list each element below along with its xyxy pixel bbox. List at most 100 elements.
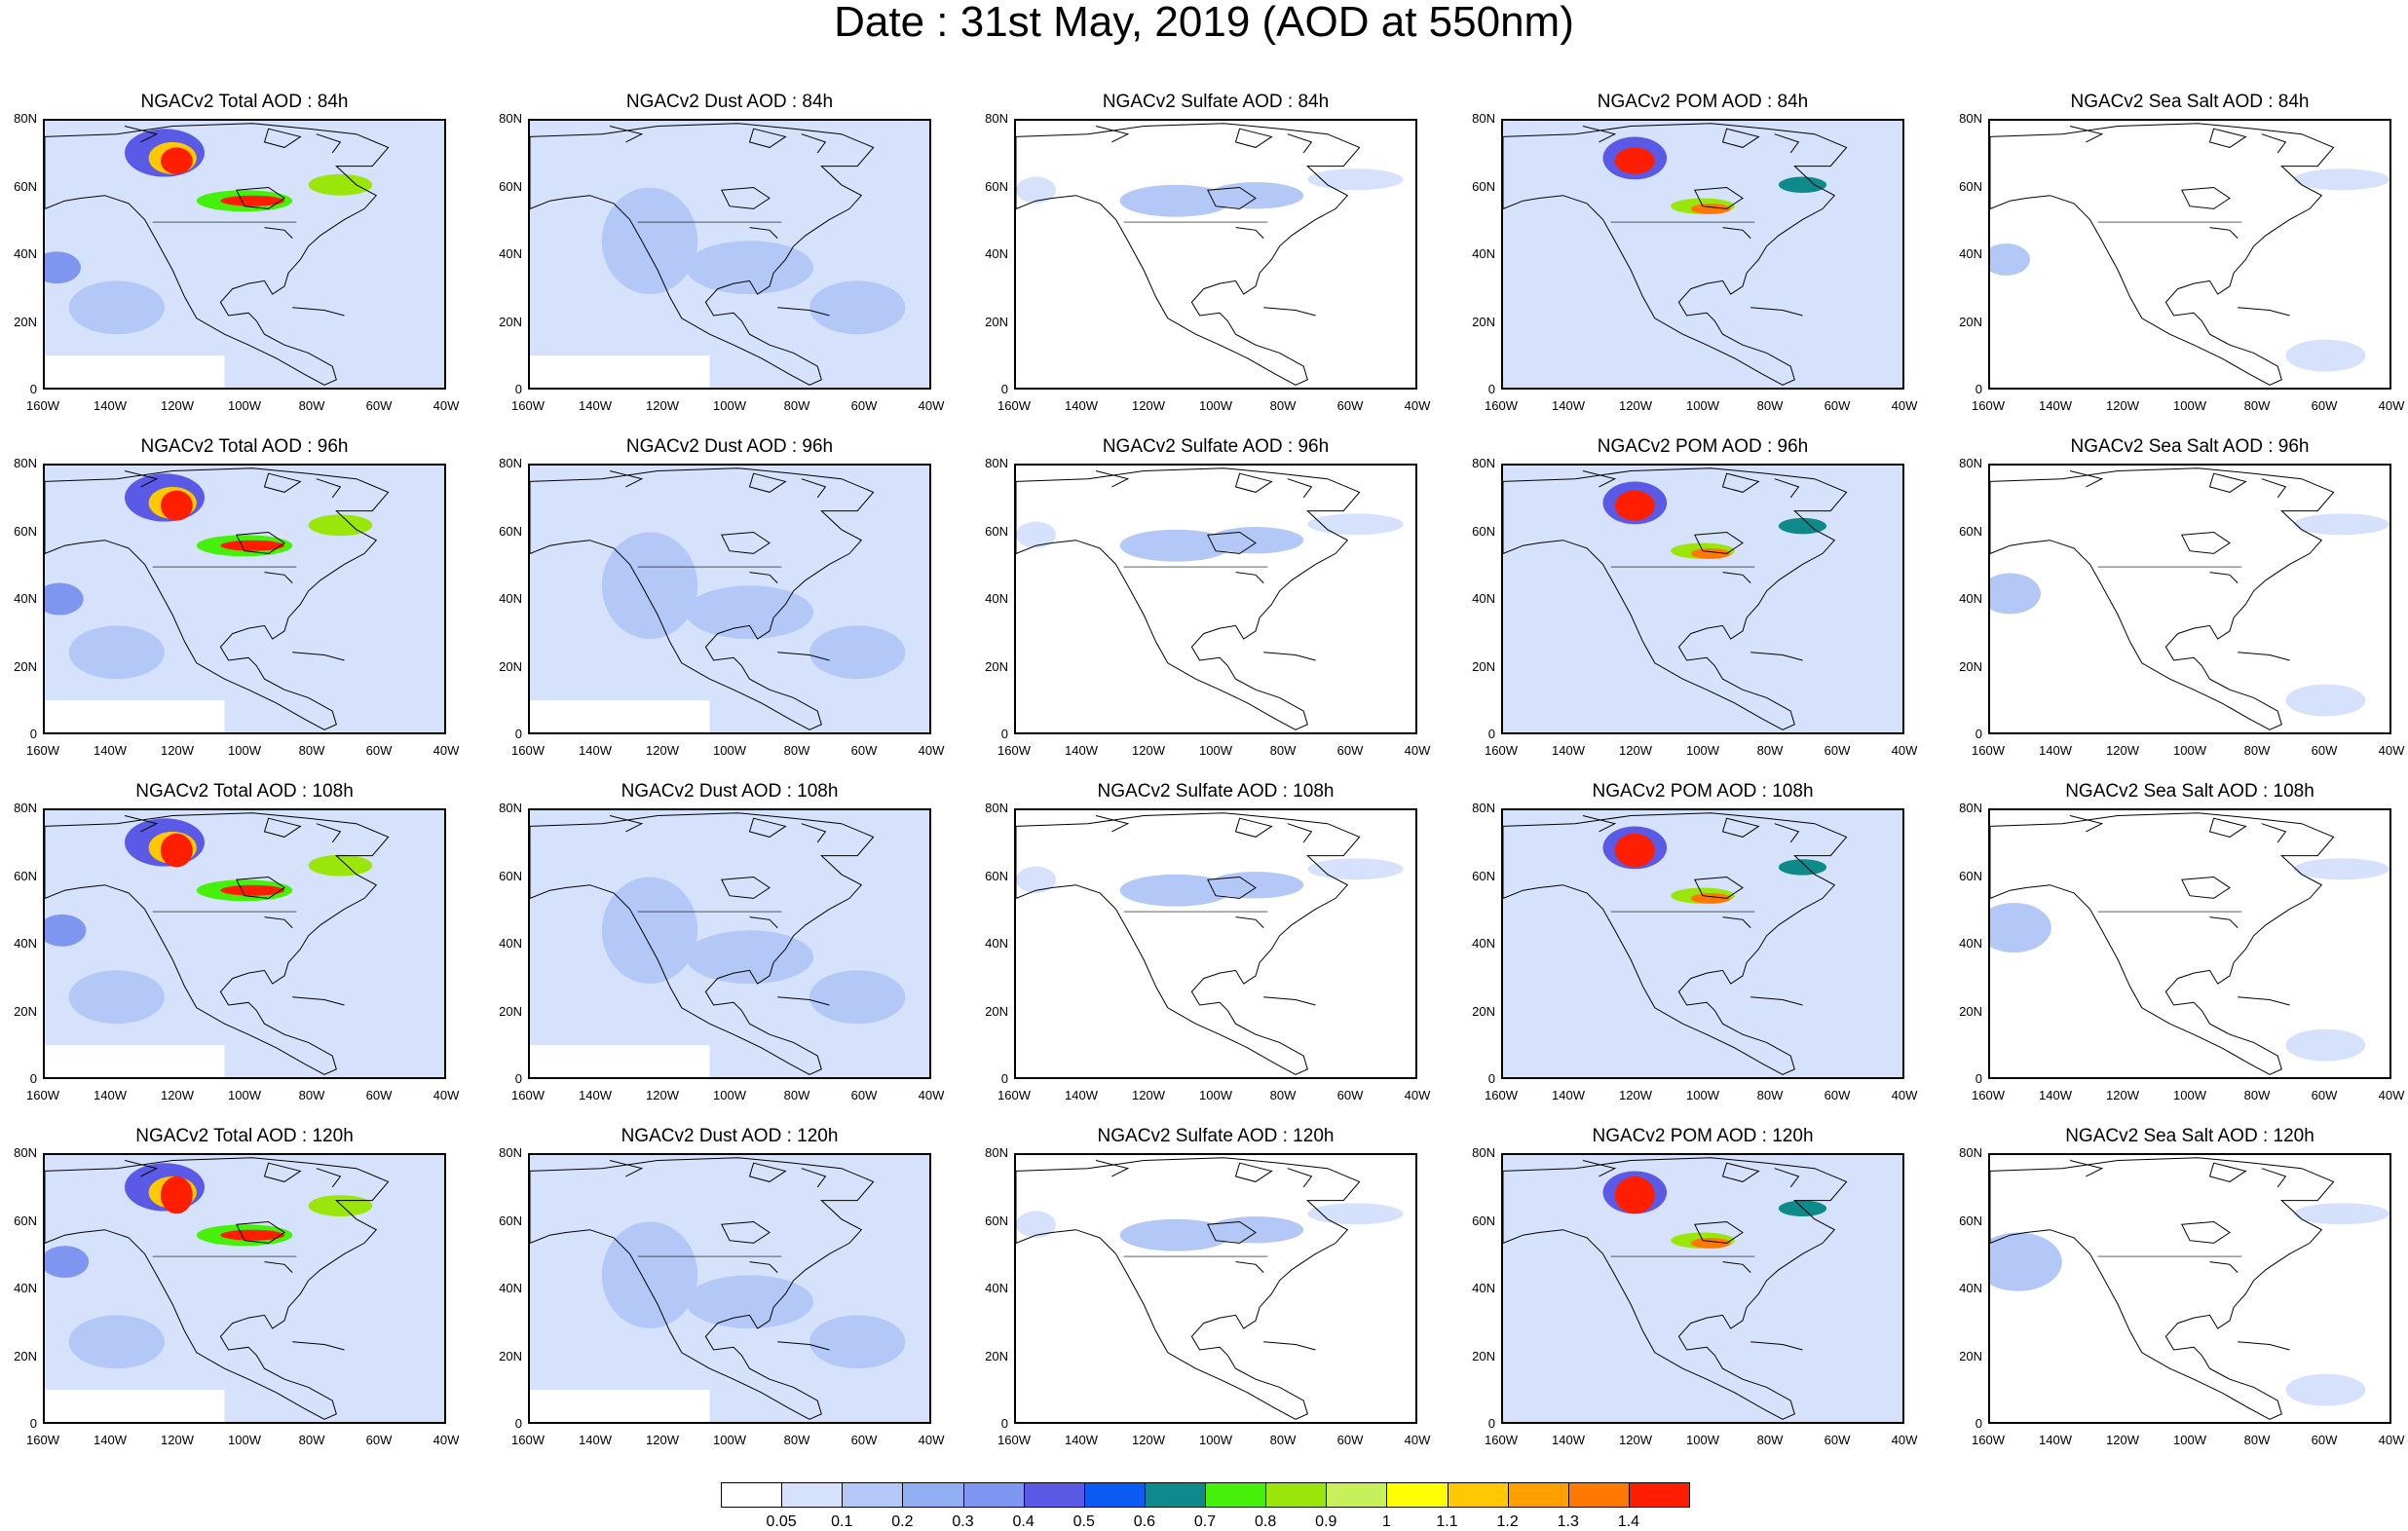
- lat-tick-label: 60N: [985, 523, 1008, 539]
- coastline-detail: [1263, 1341, 1316, 1351]
- lon-tick-label: 100W: [1686, 743, 1719, 758]
- lon-tick-label: 160W: [511, 1088, 545, 1102]
- colorbar-swatch: [902, 1482, 964, 1508]
- lon-tick-label: 160W: [997, 398, 1031, 413]
- aod-plume-3: [1690, 892, 1731, 904]
- aod-plume-2: [1307, 858, 1404, 880]
- lat-tick-label: 80N: [499, 456, 522, 470]
- coastline: [1503, 1157, 1848, 1420]
- panel-title: NGACv2 Dust AOD : 108h: [621, 781, 839, 802]
- lon-tick-label: 40W: [1404, 1088, 1431, 1102]
- coastline-detail: [124, 126, 159, 143]
- coastline-detail: [2208, 128, 2247, 148]
- map-frame: [528, 464, 931, 734]
- lat-tick-label: 80N: [1959, 456, 1982, 470]
- lon-tick-label: 60W: [850, 743, 878, 758]
- lon-tick-label: 80W: [1756, 743, 1784, 758]
- lon-tick-label: 40W: [918, 743, 945, 758]
- coastline-detail: [1263, 652, 1316, 661]
- aod-map: [1503, 466, 1902, 732]
- lon-tick-label: 140W: [2039, 1088, 2072, 1102]
- map-panel-sulfate-96h: NGACv2 Sulfate AOD : 96h 80N 60N 40N 20N 0 160…: [985, 436, 1430, 758]
- colorbar-swatch: [1265, 1482, 1328, 1508]
- coastline-detail: [2181, 876, 2231, 899]
- lon-tick-label: 60W: [365, 1088, 393, 1102]
- aod-background-field: [45, 1155, 444, 1422]
- aod-map: [530, 810, 929, 1077]
- aod-plume-0: [1119, 874, 1232, 907]
- coastline-detail: [1234, 1162, 1273, 1182]
- aod-plume-2: [2285, 339, 2366, 372]
- aod-background-field: [1503, 121, 1902, 388]
- lat-tick-label: 60N: [1959, 523, 1982, 539]
- lat-tick-label: 20N: [14, 314, 37, 329]
- aod-plume-3: [1016, 866, 1056, 893]
- lon-tick-label: 40W: [2378, 1433, 2405, 1447]
- colorbar-swatch: [1083, 1482, 1146, 1508]
- lon-tick-label: 60W: [1336, 1088, 1364, 1102]
- coastline-detail: [236, 1220, 285, 1244]
- panel-title: NGACv2 Dust AOD : 120h: [621, 1126, 839, 1146]
- lon-tick-label: 40W: [433, 743, 460, 758]
- lon-tick-label: 160W: [1972, 398, 2005, 413]
- coastline-detail: [2208, 1162, 2247, 1182]
- lat-tick-label: 20N: [499, 314, 522, 329]
- lat-tick-label: 40N: [985, 1281, 1008, 1295]
- aod-plume-2: [160, 1176, 193, 1214]
- lat-tick-label: 20N: [1472, 314, 1495, 329]
- coastline-detail: [2261, 133, 2287, 154]
- aod-plume-1: [2293, 1203, 2389, 1225]
- lon-tick-label: 120W: [161, 1433, 194, 1447]
- lon-tick-label: 140W: [1065, 1088, 1098, 1102]
- aod-map: [45, 466, 444, 732]
- lat-tick-label: 80N: [985, 111, 1008, 126]
- aod-plume-1: [2293, 513, 2389, 536]
- coastline-detail: [2261, 1168, 2287, 1188]
- coastline-detail: [1694, 186, 1744, 209]
- lat-tick-label: 40N: [1472, 1281, 1495, 1295]
- lon-tick-label: 80W: [2243, 1433, 2271, 1447]
- lat-tick-label: 0: [1975, 1416, 1982, 1431]
- map-frame: [1014, 1153, 1417, 1424]
- lat-tick-label: 20N: [1959, 314, 1982, 329]
- lon-tick-label: 40W: [1404, 1433, 1431, 1447]
- coastline-detail: [1721, 472, 1760, 493]
- panel-title: NGACv2 Sulfate AOD : 120h: [1097, 1126, 1335, 1146]
- lon-tick-label: 40W: [1404, 743, 1431, 758]
- coastline-detail: [748, 472, 787, 493]
- coastline-detail: [2209, 916, 2239, 928]
- aod-map: [530, 1155, 929, 1422]
- aod-plume-6: [68, 1315, 165, 1369]
- aod-plume-7: [45, 1246, 90, 1279]
- lon-tick-label: 60W: [365, 398, 393, 413]
- aod-plume-0: [1990, 1232, 2062, 1291]
- lat-tick-label: 60N: [499, 868, 522, 883]
- colorbar-tick-label: 0.05: [766, 1513, 797, 1530]
- lon-tick-label: 100W: [713, 743, 746, 758]
- lon-tick-label: 140W: [94, 1433, 127, 1447]
- lat-tick-label: 20N: [1959, 658, 1982, 674]
- lon-tick-label: 60W: [1824, 1088, 1851, 1102]
- coastline-detail: [1235, 916, 1264, 928]
- coastline-detail: [1722, 916, 1751, 928]
- lon-tick-label: 80W: [1269, 1433, 1297, 1447]
- coastline: [45, 467, 390, 730]
- lon-tick-label: 80W: [783, 398, 810, 413]
- map-frame: [1988, 464, 2391, 734]
- lat-tick-label: 40N: [985, 246, 1008, 261]
- coastline-detail: [748, 817, 787, 838]
- aod-plume-2: [160, 833, 193, 868]
- lon-tick-label: 160W: [26, 1088, 59, 1102]
- aod-plume-2: [1307, 168, 1404, 191]
- lon-tick-label: 140W: [2039, 743, 2072, 758]
- lon-tick-label: 100W: [228, 1433, 261, 1447]
- colorbar-tick-label: 0.8: [1255, 1513, 1277, 1530]
- lat-tick-label: 0: [29, 382, 37, 396]
- lat-tick-label: 40N: [985, 936, 1008, 951]
- coastline-detail: [2208, 817, 2247, 838]
- coastline-detail: [748, 128, 787, 148]
- aod-plume-1: [1614, 1176, 1655, 1214]
- map-frame: [1988, 1153, 2391, 1424]
- map-frame: [1014, 808, 1417, 1079]
- panel-title: NGACv2 Dust AOD : 84h: [625, 92, 834, 112]
